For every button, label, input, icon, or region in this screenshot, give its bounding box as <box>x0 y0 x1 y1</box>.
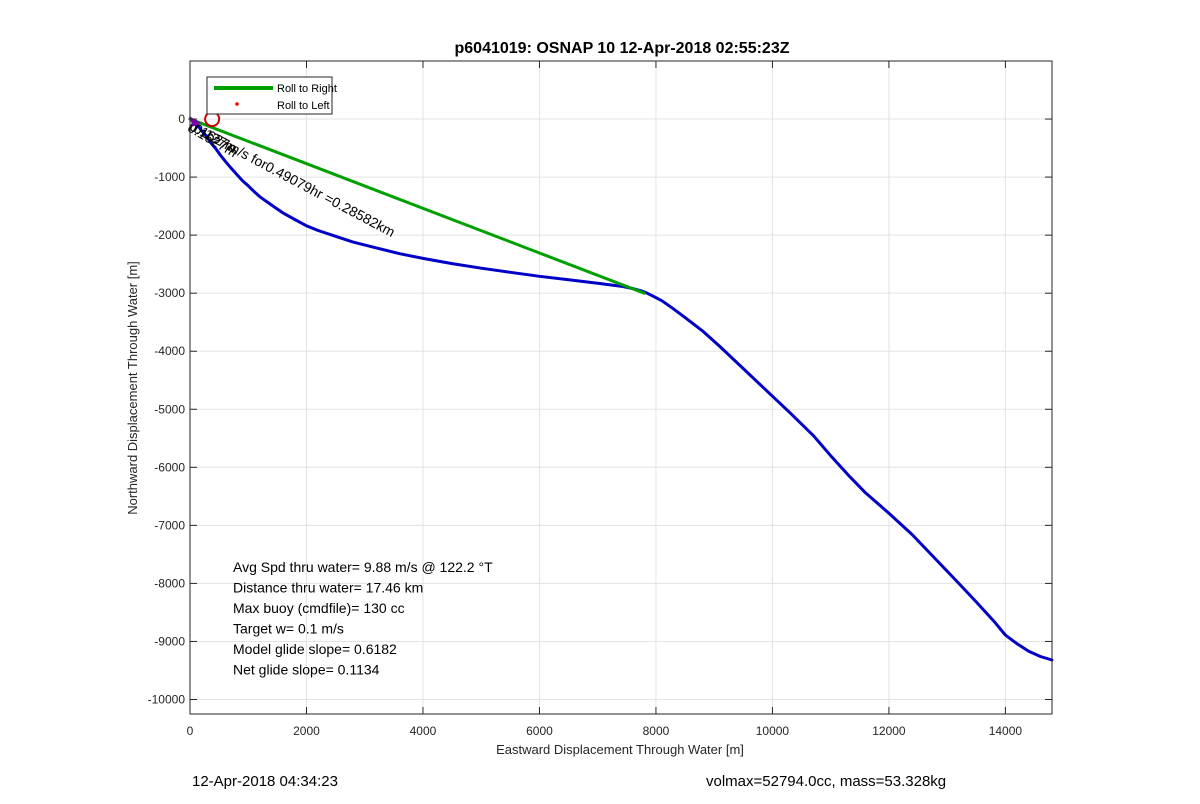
y-tick-label: -10000 <box>148 692 186 706</box>
chart-title: p6041019: OSNAP 10 12-Apr-2018 02:55:23Z <box>455 40 790 57</box>
footer-timestamp: 12-Apr-2018 04:34:23 <box>192 773 338 790</box>
series-layer <box>188 117 1054 662</box>
legend: Roll to Right Roll to Left <box>206 76 337 115</box>
stats-block: Avg Spd thru water= 9.88 m/s @ 122.2 °T D… <box>233 559 493 678</box>
y-tick-label: -5000 <box>154 402 185 416</box>
stats-line: Net glide slope= 0.1134 <box>233 662 380 678</box>
y-tick-label: -1000 <box>154 170 185 184</box>
y-axis-label: Northward Displacement Through Water [m] <box>125 261 140 515</box>
plot-frame <box>189 60 1053 715</box>
x-tick-label: 12000 <box>872 724 906 738</box>
y-tick-label: -7000 <box>154 518 185 532</box>
axis-ticks: 0 2000 4000 6000 8000 10000 12000 14000 0 -1000 -2… <box>148 61 1052 738</box>
y-tick-label: -3000 <box>154 286 185 300</box>
y-tick-label: -2000 <box>154 228 185 242</box>
series-line-0 <box>188 117 1054 662</box>
stats-line: Model glide slope= 0.6182 <box>233 641 397 657</box>
stats-line: Target w= 0.1 m/s <box>233 621 344 637</box>
x-tick-label: 4000 <box>410 724 437 738</box>
legend-swatch-roll-left <box>235 102 239 106</box>
stats-line: Max buoy (cmdfile)= 130 cc <box>233 600 405 616</box>
legend-label-roll-left: Roll to Left <box>277 100 330 112</box>
y-tick-label: -8000 <box>154 576 185 590</box>
y-tick-label: -4000 <box>154 344 185 358</box>
x-tick-label: 6000 <box>526 724 553 738</box>
footer-params: volmax=52794.0cc, mass=53.328kg <box>706 773 947 790</box>
legend-box <box>206 76 333 115</box>
y-tick-label: 0 <box>178 112 185 126</box>
series-line-1 <box>188 117 646 295</box>
stats-line: Avg Spd thru water= 9.88 m/s @ 122.2 °T <box>233 559 493 575</box>
y-tick-label: -6000 <box>154 460 185 474</box>
y-tick-label: -9000 <box>154 634 185 648</box>
x-tick-label: 14000 <box>989 724 1023 738</box>
x-tick-label: 0 <box>187 724 194 738</box>
x-tick-label: 2000 <box>293 724 320 738</box>
stats-line: Distance thru water= 17.46 km <box>233 580 423 596</box>
x-tick-label: 10000 <box>756 724 790 738</box>
grid <box>189 61 1052 714</box>
x-tick-label: 8000 <box>643 724 670 738</box>
legend-label-roll-right: Roll to Right <box>277 83 337 95</box>
x-axis-label: Eastward Displacement Through Water [m] <box>496 742 744 757</box>
